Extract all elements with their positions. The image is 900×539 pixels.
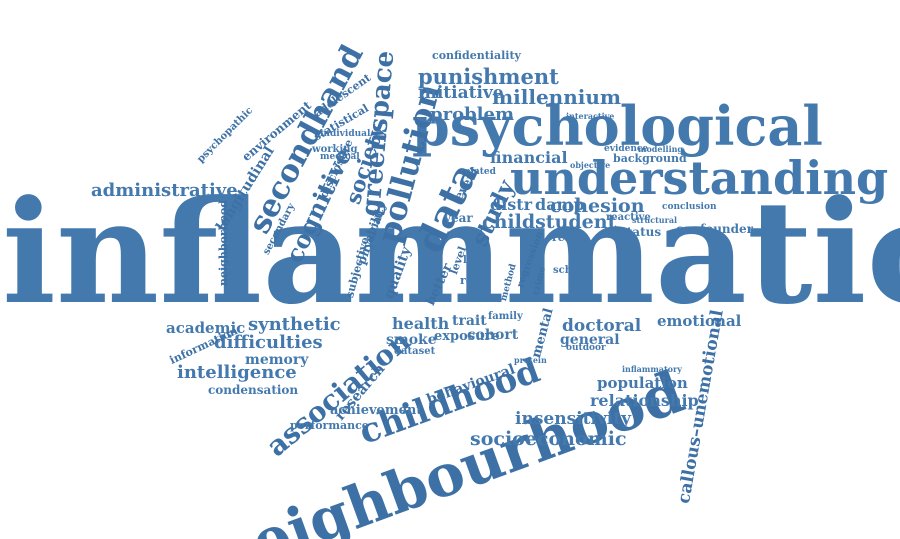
cloud-word: cohesion bbox=[550, 195, 645, 217]
cloud-word: individual bbox=[320, 129, 371, 139]
cloud-word: dataset bbox=[394, 346, 436, 357]
cloud-word: objective bbox=[570, 160, 611, 170]
cloud-word: synthetic bbox=[248, 314, 341, 335]
cloud-word: childstudent bbox=[482, 211, 617, 233]
cloud-word: result bbox=[552, 231, 589, 244]
cloud-word: confidentiality bbox=[432, 49, 521, 62]
cloud-word: initiative bbox=[418, 83, 504, 103]
cloud-word: punishment bbox=[418, 64, 559, 89]
cloud-word: achievement bbox=[330, 403, 423, 418]
cloud-word: relationship bbox=[590, 391, 699, 410]
cloud-word: role bbox=[460, 274, 485, 287]
cloud-word: millennium bbox=[492, 85, 622, 109]
cloud-word: academic bbox=[166, 319, 246, 337]
cloud-word: general bbox=[560, 332, 620, 348]
cloud-word: condensation bbox=[208, 383, 299, 397]
cloud-word: exposure bbox=[434, 329, 500, 344]
cloud-word: neighborhood bbox=[217, 199, 230, 286]
cloud-word: family bbox=[488, 311, 523, 322]
cloud-word: problem bbox=[430, 104, 514, 125]
cloud-word: inflammation bbox=[2, 170, 900, 336]
cloud-word: evidence bbox=[604, 144, 649, 154]
cloud-word: doctoral bbox=[562, 316, 642, 336]
cloud-word: outdoor bbox=[566, 343, 606, 353]
cloud-word: conclusion bbox=[662, 202, 717, 212]
cloud-word: memory bbox=[245, 352, 309, 368]
cloud-word: background bbox=[613, 152, 687, 165]
cloud-word: confounder bbox=[676, 222, 753, 236]
cloud-word: inflammatory bbox=[622, 364, 682, 374]
cloud-word: related bbox=[460, 167, 496, 177]
cloud-word: status bbox=[620, 225, 662, 239]
cloud-word: interactive bbox=[566, 111, 615, 121]
cloud-word: socioeconomic bbox=[470, 428, 627, 450]
cloud-word: psychological bbox=[412, 94, 823, 158]
cloud-word: protein bbox=[514, 355, 547, 365]
cloud-word: administrative bbox=[91, 180, 238, 201]
cloud-word: cohort bbox=[467, 327, 519, 343]
cloud-word: population bbox=[597, 374, 688, 392]
cloud-word: school bbox=[553, 265, 590, 276]
cloud-word: medical bbox=[320, 152, 360, 162]
cloud-word: damp bbox=[535, 195, 585, 214]
cloud-word: working bbox=[312, 144, 358, 155]
cloud-word: performance bbox=[290, 419, 369, 432]
cloud-word: smoke bbox=[386, 332, 437, 348]
cloud-word: understanding bbox=[510, 151, 889, 205]
cloud-word: modelling bbox=[638, 144, 684, 154]
cloud-word: reactive bbox=[606, 212, 651, 223]
cloud-word: difficulties bbox=[214, 332, 323, 353]
cloud-word: financial bbox=[490, 148, 568, 167]
cloud-word: emotional bbox=[657, 312, 742, 330]
cloud-word: intelligence bbox=[177, 362, 297, 383]
cloud-word: structural bbox=[632, 215, 678, 225]
cloud-word: distr bbox=[490, 195, 533, 214]
cloud-word: life bbox=[463, 255, 482, 266]
cloud-word: year bbox=[444, 211, 473, 225]
cloud-word: insensitivity bbox=[515, 409, 631, 429]
cloud-word: trait bbox=[452, 313, 487, 329]
cloud-word: health bbox=[392, 314, 450, 333]
